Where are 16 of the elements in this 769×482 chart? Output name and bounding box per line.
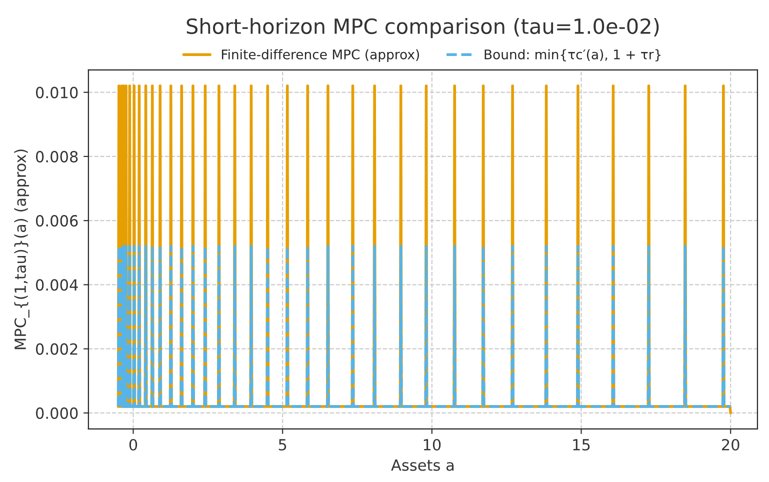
y-tick-label: 0.010 (36, 86, 78, 98)
y-tick-label: 0.006 (36, 215, 78, 227)
x-tick-label: 15 (573, 439, 590, 451)
x-tick-label: 10 (424, 438, 441, 451)
legend-label: Finite-difference MPC (approx) (222, 49, 420, 62)
x-tick-label: 0 (129, 438, 138, 451)
x-tick-label: 20 (722, 438, 740, 451)
chart-title: Short-horizon MPC comparison (tau=1.0e-02) (186, 18, 659, 38)
y-axis-title: MPC_{(1,tau)}(a) (approx) (14, 150, 30, 350)
x-tick-label: 5 (278, 439, 286, 451)
y-tick-label: 0.008 (36, 150, 78, 162)
y-tick-label: 0.002 (36, 343, 78, 355)
legend-label: Bound: min{τc′(a), 1 + τr} (484, 49, 661, 62)
x-axis-title: Assets a (391, 460, 454, 471)
y-tick-label: 0.004 (36, 279, 78, 291)
y-tick-label: 0.000 (36, 407, 78, 419)
